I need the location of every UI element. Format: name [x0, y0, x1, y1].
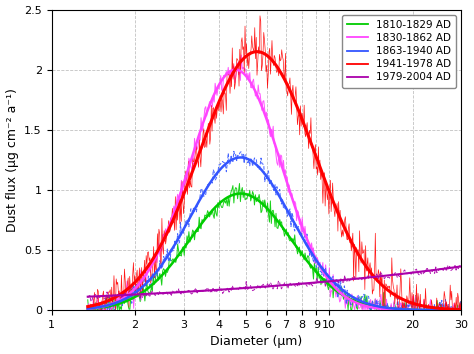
- X-axis label: Diameter (μm): Diameter (μm): [210, 336, 302, 348]
- Legend: 1810-1829 AD, 1830-1862 AD, 1863-1940 AD, 1941-1978 AD, 1979-2004 AD: 1810-1829 AD, 1830-1862 AD, 1863-1940 AD…: [342, 15, 456, 88]
- Y-axis label: Dust flux (μg cm⁻² a⁻¹): Dust flux (μg cm⁻² a⁻¹): [6, 88, 18, 232]
